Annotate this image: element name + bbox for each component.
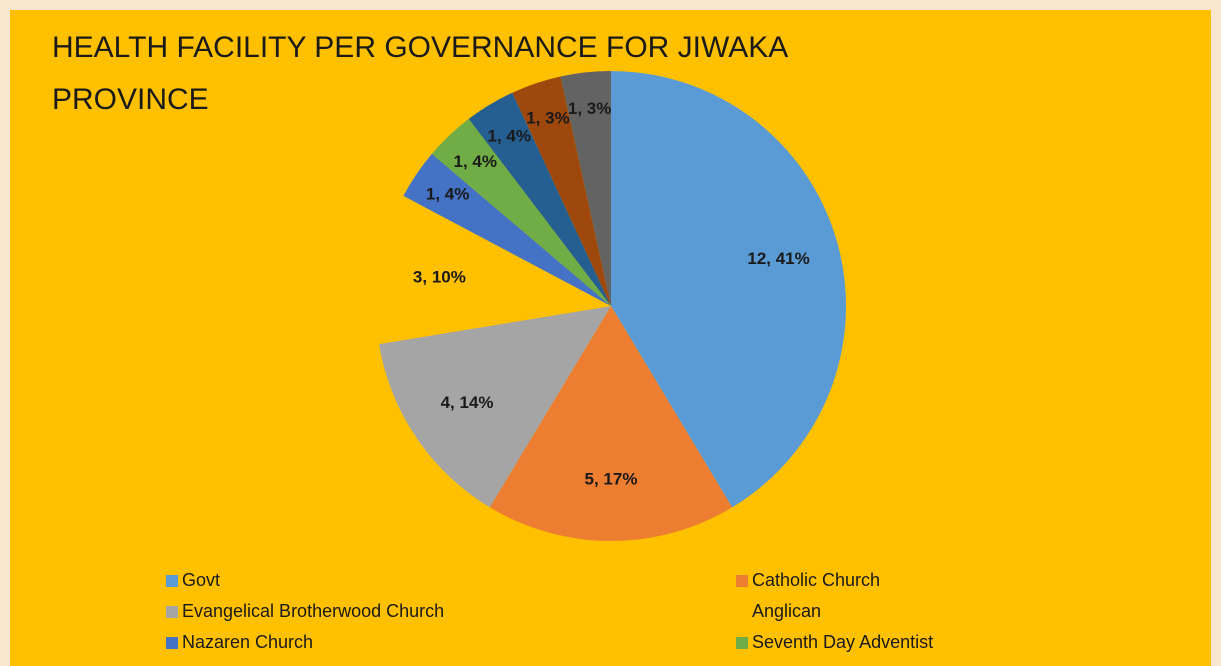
pie-slice (489, 306, 733, 541)
legend-label: Nazaren Church (182, 632, 313, 652)
pie-slice (379, 306, 611, 508)
data-label: 4, 14% (441, 393, 494, 412)
chart: 12, 41% 5, 17% 4, 14% 3, 10% 1, 4% 1, 4% 1, 4%… (166, 71, 933, 652)
data-label: 1, 3% (526, 108, 569, 127)
legend-label: Anglican (752, 601, 821, 621)
data-label: 1, 4% (426, 185, 469, 204)
legend-swatch (736, 606, 748, 618)
data-label: 3, 10% (413, 267, 466, 286)
pie-slice (468, 92, 611, 306)
pie-slice (560, 71, 611, 306)
pie-slice (611, 71, 846, 508)
data-label: 1, 4% (454, 152, 497, 171)
legend-label: Govt (182, 570, 220, 590)
legend-swatch (166, 575, 178, 587)
legend-label: Evangelical Brotherwood Church (182, 601, 444, 621)
data-label: 1, 3% (568, 99, 611, 118)
data-label: 1, 4% (487, 126, 530, 145)
legend-swatch (736, 575, 748, 587)
pie-slice (431, 118, 611, 307)
legend-swatch (736, 637, 748, 649)
legend-swatch (166, 637, 178, 649)
pie-slice (403, 153, 611, 306)
pie-slice (512, 76, 611, 306)
data-label: 12, 41% (747, 249, 809, 268)
chart-area: 12, 41% 5, 17% 4, 14% 3, 10% 1, 4% 1, 4% 1, 4%… (10, 10, 1211, 666)
chart-title: HEALTH FACILITY PER GOVERNANCE FOR JIWAK… (52, 31, 787, 116)
data-label: 5, 17% (585, 469, 638, 488)
pie-slice (376, 195, 611, 345)
legend-label: Catholic Church (752, 570, 880, 590)
legend-swatch (166, 606, 178, 618)
legend-label: Seventh Day Adventist (752, 632, 933, 652)
